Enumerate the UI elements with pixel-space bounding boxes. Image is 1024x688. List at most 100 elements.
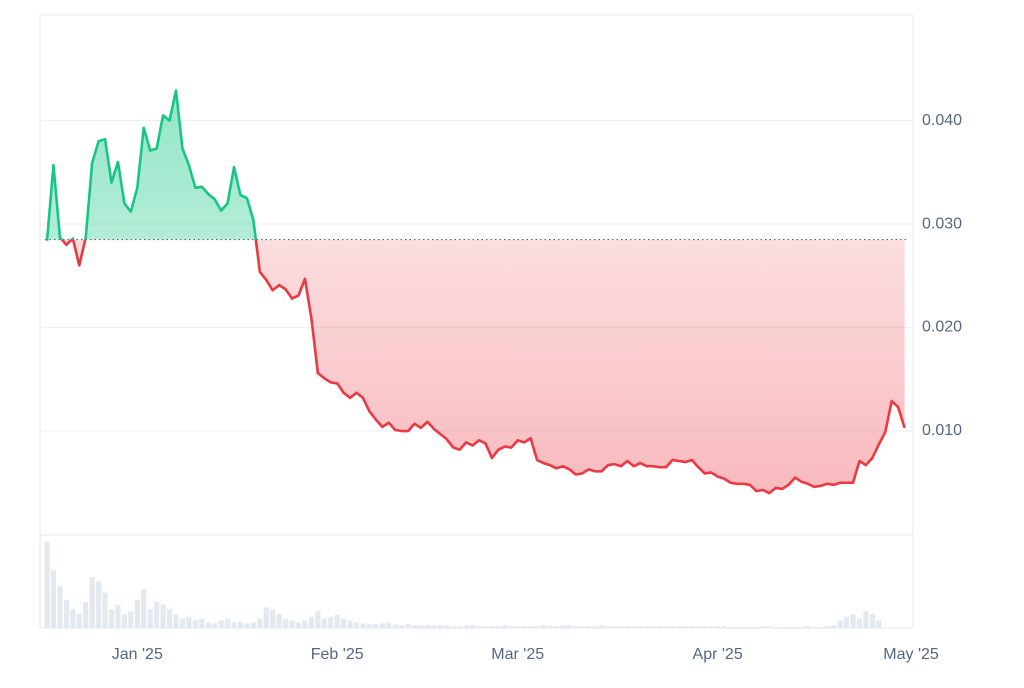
volume-bar (199, 618, 205, 628)
y-tick-label: 0.010 (922, 422, 962, 439)
volume-bar (566, 625, 572, 628)
volume-bar (528, 626, 534, 628)
volume-bar (792, 627, 798, 628)
volume-bar (611, 626, 618, 628)
x-tick-label: Apr '25 (693, 646, 743, 663)
volume-bar (547, 626, 553, 628)
volume-bar (811, 627, 817, 628)
volume-bar (257, 618, 263, 628)
volume-bar (689, 626, 695, 628)
volume-bar (573, 626, 579, 628)
volume-bar (708, 626, 714, 628)
volume-bar (553, 626, 560, 628)
volume-bar (231, 622, 237, 628)
volume-bar (508, 626, 514, 628)
volume-bar (418, 625, 424, 628)
volume-bar (876, 620, 882, 628)
y-tick-label: 0.020 (922, 319, 962, 336)
volume-bar (818, 627, 824, 628)
volume-bar (721, 626, 727, 628)
volume-bar (134, 600, 140, 628)
volume-bar (773, 627, 779, 628)
volume-bar (637, 626, 643, 628)
volume-bar (295, 622, 302, 628)
volume-bar (702, 626, 708, 628)
volume-bar (753, 627, 759, 628)
volume-bar (805, 626, 811, 628)
volume-bar (50, 570, 57, 628)
volume-bar (747, 627, 753, 628)
volume-bar (173, 614, 179, 628)
volume-bar (605, 626, 611, 628)
volume-bar (515, 626, 521, 628)
volume-bar (353, 622, 360, 628)
volume-bar (715, 626, 721, 628)
volume-bar (57, 586, 63, 628)
volume-bar (869, 614, 875, 628)
volume-bar (424, 625, 431, 628)
volume-bar (328, 616, 334, 628)
volume-bar (669, 626, 676, 628)
volume-bar (347, 620, 353, 628)
volume-bar (779, 627, 785, 628)
volume-bar (592, 626, 598, 628)
volume-bar (308, 616, 314, 628)
volume-bar (560, 625, 566, 628)
volume-bar (760, 626, 766, 628)
volume-bar (89, 576, 95, 628)
volume-bar (521, 626, 527, 628)
x-tick-label: Feb '25 (311, 646, 364, 663)
volume-bar (102, 592, 108, 628)
volume-bar (824, 626, 830, 628)
volume-bar (450, 626, 456, 628)
price-line-down (45, 239, 906, 495)
volume-bar (863, 611, 869, 628)
price-line-up (45, 89, 258, 240)
volume-bar (495, 626, 501, 628)
volume-bar (598, 625, 605, 628)
volume-bar (798, 627, 805, 628)
volume-bar (76, 614, 82, 628)
volume-bar (405, 624, 411, 628)
volume-bar (676, 626, 682, 628)
volume-bar (302, 620, 308, 628)
x-tick-label: Jan '25 (112, 646, 163, 663)
volume-bar (624, 626, 630, 628)
x-tick-label: May '25 (883, 646, 939, 663)
volume-bar (212, 623, 218, 628)
volume-bar (411, 625, 418, 628)
area-down (47, 239, 905, 494)
volume-bar (147, 609, 153, 628)
volume-bar (63, 600, 69, 628)
volume-bar (386, 622, 392, 628)
volume-bar (96, 581, 102, 628)
volume-bar (457, 626, 463, 628)
volume-bar (283, 618, 289, 628)
volume-bar (186, 616, 192, 628)
volume-bar (469, 625, 476, 628)
volume-bar (179, 618, 186, 628)
volume-bar (341, 618, 347, 628)
volume-bar (154, 601, 160, 628)
volume-bar (540, 625, 547, 628)
volume-bar (379, 623, 385, 628)
volume-bar (289, 620, 295, 628)
volume-bar (766, 626, 772, 628)
volume-bar (128, 611, 134, 628)
volume-bar (482, 626, 489, 628)
volume-bar (237, 621, 244, 628)
volume-bar (366, 624, 373, 628)
volume-bar (695, 626, 701, 628)
volume-bar (579, 626, 585, 628)
volume-bar (831, 625, 837, 628)
volume-bar (785, 627, 792, 628)
volume-bar (618, 626, 624, 628)
volume-bar (360, 623, 366, 628)
volume-bar (399, 625, 405, 628)
volume-bar (682, 626, 688, 628)
volume-bar (850, 614, 856, 628)
volume-bar (444, 625, 450, 628)
volume-bar (437, 625, 443, 628)
volume-bar (192, 620, 198, 628)
